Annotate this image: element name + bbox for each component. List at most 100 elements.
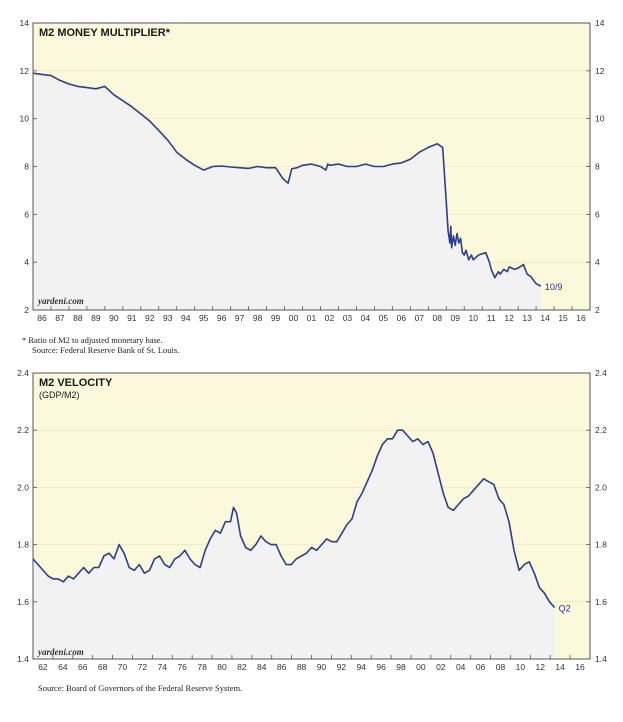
y-tick-label-right: 12 [595,66,605,76]
y-tick-label-right: 1.8 [595,540,607,550]
chart1-series-line [32,72,542,287]
x-tick-label: 92 [145,313,155,323]
x-tick-label: 74 [158,662,168,672]
x-tick-label: 03 [343,313,353,323]
x-tick-label: 64 [58,662,68,672]
x-tick-label: 91 [127,313,137,323]
chart2-source: Source: Board of Governors of the Federa… [38,683,242,693]
x-tick-label: 96 [217,313,227,323]
y-tick-label-left: 2.2 [17,425,29,435]
chart1-title: M2 MONEY MULTIPLIER* [39,27,171,39]
x-tick-label: 94 [356,662,366,672]
x-tick-label: 04 [456,662,466,672]
y-tick-label-right: 2.4 [595,368,607,378]
x-tick-label: 98 [253,313,263,323]
x-tick-label: 96 [376,662,386,672]
x-tick-label: 84 [257,662,267,672]
x-tick-label: 90 [317,662,327,672]
x-tick-label: 16 [575,662,585,672]
x-tick-label: 01 [307,313,317,323]
y-tick-label-left: 14 [20,18,30,28]
x-tick-label: 08 [433,313,443,323]
chart2-title: M2 VELOCITY [39,377,113,389]
x-tick-label: 10 [516,662,526,672]
x-tick-label: 78 [197,662,207,672]
x-tick-label: 70 [118,662,128,672]
x-tick-label: 04 [361,313,371,323]
x-tick-label: 89 [91,313,101,323]
x-tick-label: 97 [235,313,245,323]
y-tick-label-right: 14 [595,18,605,28]
y-tick-label-right: 10 [595,114,605,124]
x-tick-label: 94 [181,313,191,323]
x-tick-label: 87 [55,313,65,323]
chart2-brand: yardeni.com [37,647,84,657]
y-tick-label-right: 6 [595,209,600,219]
chart1-footnote: * Ratio of M2 to adjusted monetary base. [22,335,163,345]
x-tick-label: 80 [217,662,227,672]
x-tick-label: 02 [436,662,446,672]
y-tick-label-left: 1.8 [17,540,29,550]
x-tick-label: 16 [576,313,586,323]
x-tick-label: 99 [271,313,281,323]
chart2-series-line [32,429,556,609]
x-tick-label: 09 [451,313,461,323]
y-tick-label-left: 10 [20,114,30,124]
y-tick-label-right: 1.6 [595,597,607,607]
y-tick-label-left: 12 [20,66,30,76]
x-tick-label: 00 [416,662,426,672]
x-tick-label: 95 [199,313,209,323]
x-tick-label: 82 [237,662,247,672]
x-tick-label: 06 [476,662,486,672]
x-tick-label: 68 [98,662,108,672]
x-tick-label: 13 [522,313,532,323]
y-tick-label-right: 4 [595,257,600,267]
y-tick-label-left: 1.4 [17,654,29,664]
y-tick-label-right: 8 [595,162,600,172]
chart1-end-label: 10/9 [545,282,563,292]
x-tick-label: 62 [38,662,48,672]
x-tick-label: 86 [277,662,287,672]
y-tick-label-left: 2.0 [17,482,29,492]
x-tick-label: 00 [289,313,299,323]
x-tick-label: 14 [555,662,565,672]
y-tick-label-left: 1.6 [17,597,29,607]
x-tick-label: 02 [325,313,335,323]
x-tick-label: 86 [37,313,47,323]
x-tick-label: 98 [396,662,406,672]
x-tick-label: 76 [177,662,187,672]
chart2-subtitle: (GDP/M2) [39,390,80,400]
y-tick-label-left: 2 [24,305,29,315]
x-tick-label: 07 [415,313,425,323]
chart1-source-text: Source: Federal Reserve Bank of St. Loui… [32,345,179,355]
x-tick-label: 90 [109,313,119,323]
y-tick-label-left: 8 [24,162,29,172]
x-tick-label: 12 [536,662,546,672]
y-tick-label-right: 2 [595,305,600,315]
x-tick-label: 15 [558,313,568,323]
x-tick-label: 92 [337,662,347,672]
x-tick-label: 88 [73,313,83,323]
x-tick-label: 10 [468,313,478,323]
y-tick-label-right: 1.4 [595,654,607,664]
x-tick-label: 66 [78,662,88,672]
x-tick-label: 12 [504,313,514,323]
y-tick-label-left: 6 [24,209,29,219]
chart2-end-label: Q2 [559,604,571,614]
y-tick-label-left: 2.4 [17,368,29,378]
x-tick-label: 14 [540,313,550,323]
y-tick-label-right: 2.0 [595,482,607,492]
chart2-area-fill [33,430,555,659]
y-tick-label-right: 2.2 [595,425,607,435]
x-tick-label: 05 [379,313,389,323]
x-tick-label: 88 [297,662,307,672]
x-tick-label: 08 [496,662,506,672]
chart1-brand: yardeni.com [37,296,84,306]
x-tick-label: 06 [397,313,407,323]
x-tick-label: 11 [487,313,496,323]
x-tick-label: 93 [163,313,173,323]
x-tick-label: 72 [138,662,148,672]
y-tick-label-left: 4 [24,257,29,267]
